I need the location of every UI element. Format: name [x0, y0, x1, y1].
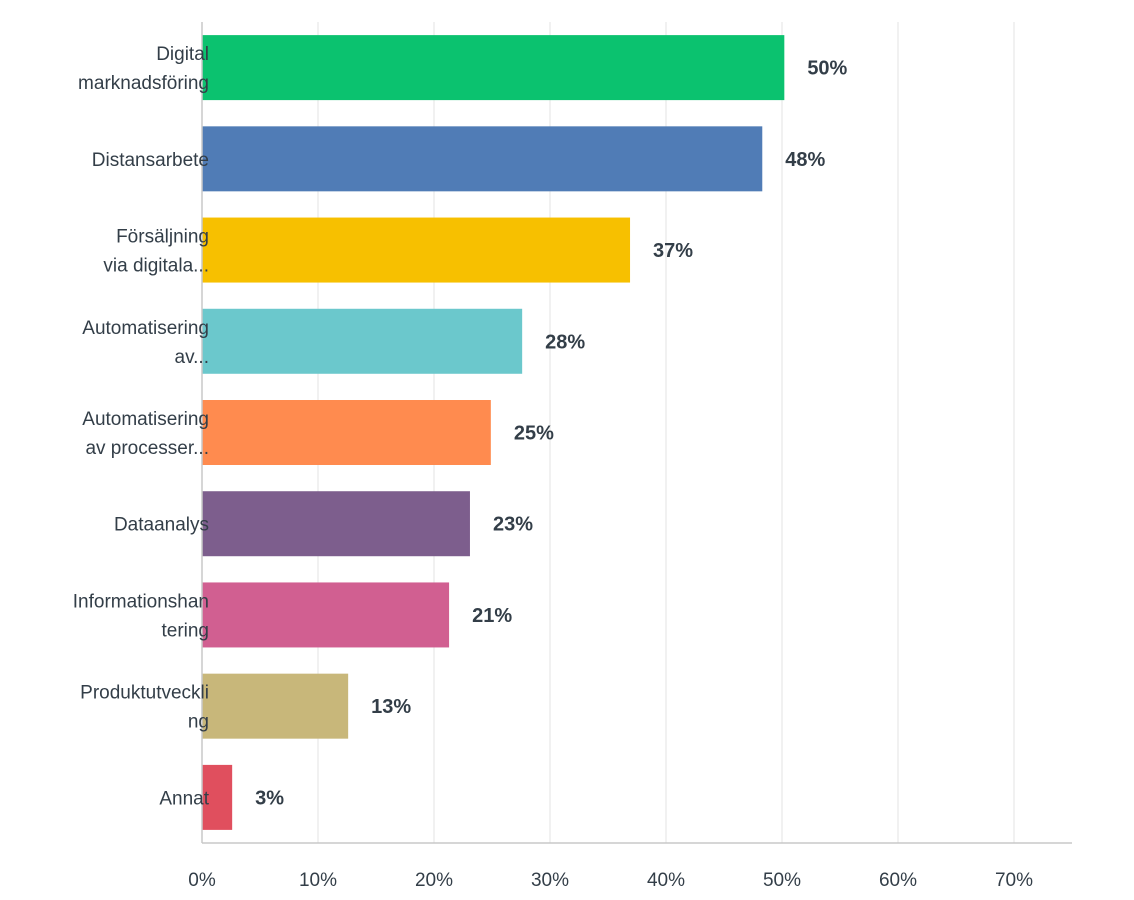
x-tick-label: 50% — [763, 870, 801, 891]
value-label: 25% — [514, 423, 554, 445]
x-tick-label: 60% — [879, 870, 917, 891]
category-label: Produktutveckli — [80, 683, 209, 704]
category-label: av processer... — [85, 438, 209, 459]
bars — [202, 35, 785, 830]
bar — [202, 400, 491, 465]
value-label: 23% — [493, 514, 533, 536]
bar — [202, 308, 523, 374]
category-label: Informationshan — [73, 591, 209, 612]
value-label: 37% — [653, 240, 693, 262]
category-label: Automatisering — [82, 409, 209, 430]
bar — [202, 491, 470, 557]
bar — [202, 126, 763, 192]
x-tick-label: 70% — [995, 870, 1033, 891]
bar — [202, 764, 233, 830]
category-label: Automatisering — [82, 318, 209, 339]
category-label: Distansarbete — [92, 150, 209, 171]
category-label: via digitala... — [103, 256, 209, 277]
category-label: tering — [161, 620, 209, 641]
value-label: 3% — [255, 787, 284, 809]
value-label: 28% — [545, 331, 585, 353]
bar — [202, 35, 785, 101]
x-axis — [201, 22, 1072, 844]
x-tick-label: 30% — [531, 870, 569, 891]
category-label: ng — [188, 712, 209, 733]
bar — [202, 582, 450, 648]
x-tick-label: 0% — [188, 870, 216, 891]
category-label: marknadsföring — [78, 73, 209, 94]
category-labels: Digital marknadsföring Distansarbete Försäl… — [73, 44, 210, 809]
category-label: av... — [175, 347, 210, 368]
category-label: Annat — [159, 788, 209, 809]
x-tick-label: 20% — [415, 870, 453, 891]
x-tick-label: 10% — [299, 870, 337, 891]
value-labels: 50% 48% 37% 28% 25% 23% 21% 13% 3% — [255, 58, 847, 810]
value-label: 50% — [807, 58, 847, 80]
category-label: Dataanalys — [114, 515, 209, 536]
bar — [202, 673, 349, 739]
category-label: Försäljning — [116, 227, 209, 248]
value-label: 21% — [472, 605, 512, 627]
value-label: 48% — [785, 149, 825, 171]
bar — [202, 217, 631, 283]
x-tick-labels: 0% 10% 20% 30% 40% 50% 60% 70% — [188, 870, 1033, 891]
value-label: 13% — [371, 696, 411, 718]
x-tick-label: 40% — [647, 870, 685, 891]
category-label: Digital — [156, 44, 209, 65]
